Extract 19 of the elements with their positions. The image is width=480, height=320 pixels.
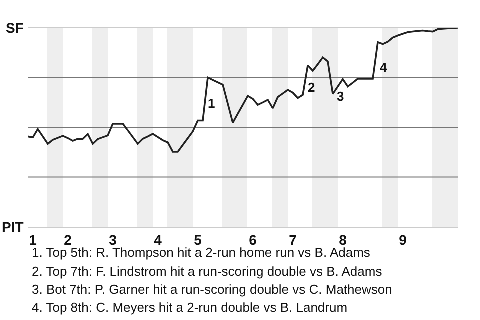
text: 3. Bot 7th: P. Garner hit a run-scoring double vs C. Mathewson xyxy=(32,282,392,297)
x-tick-label: 2 xyxy=(64,232,72,248)
x-tick-label: 8 xyxy=(339,232,348,248)
x-tick-label: 1 xyxy=(29,232,38,248)
x-tick-label: 9 xyxy=(399,232,408,248)
annotation: 4 xyxy=(380,60,388,75)
x-tick-label: 4 xyxy=(154,232,162,248)
annotation: 1 xyxy=(208,96,216,111)
x-tick-label: 7 xyxy=(289,232,298,248)
x-tick-label: 6 xyxy=(249,232,258,248)
text: PIT xyxy=(2,219,24,235)
annotation: 3 xyxy=(337,89,344,104)
text: SF xyxy=(6,20,24,36)
annotation: 2 xyxy=(308,80,316,95)
text: 4. Top 8th: C. Meyers hit a 2-run double vs B. Landrum xyxy=(32,300,348,315)
text: 1. Top 5th: R. Thompson hit a 2-run home run vs B. Adams xyxy=(32,245,371,260)
x-tick-label: 5 xyxy=(194,232,202,248)
x-tick-label: 3 xyxy=(109,232,118,248)
text: 2. Top 7th: F. Lindstrom hit a run-scoring double vs B. Adams xyxy=(32,264,383,279)
